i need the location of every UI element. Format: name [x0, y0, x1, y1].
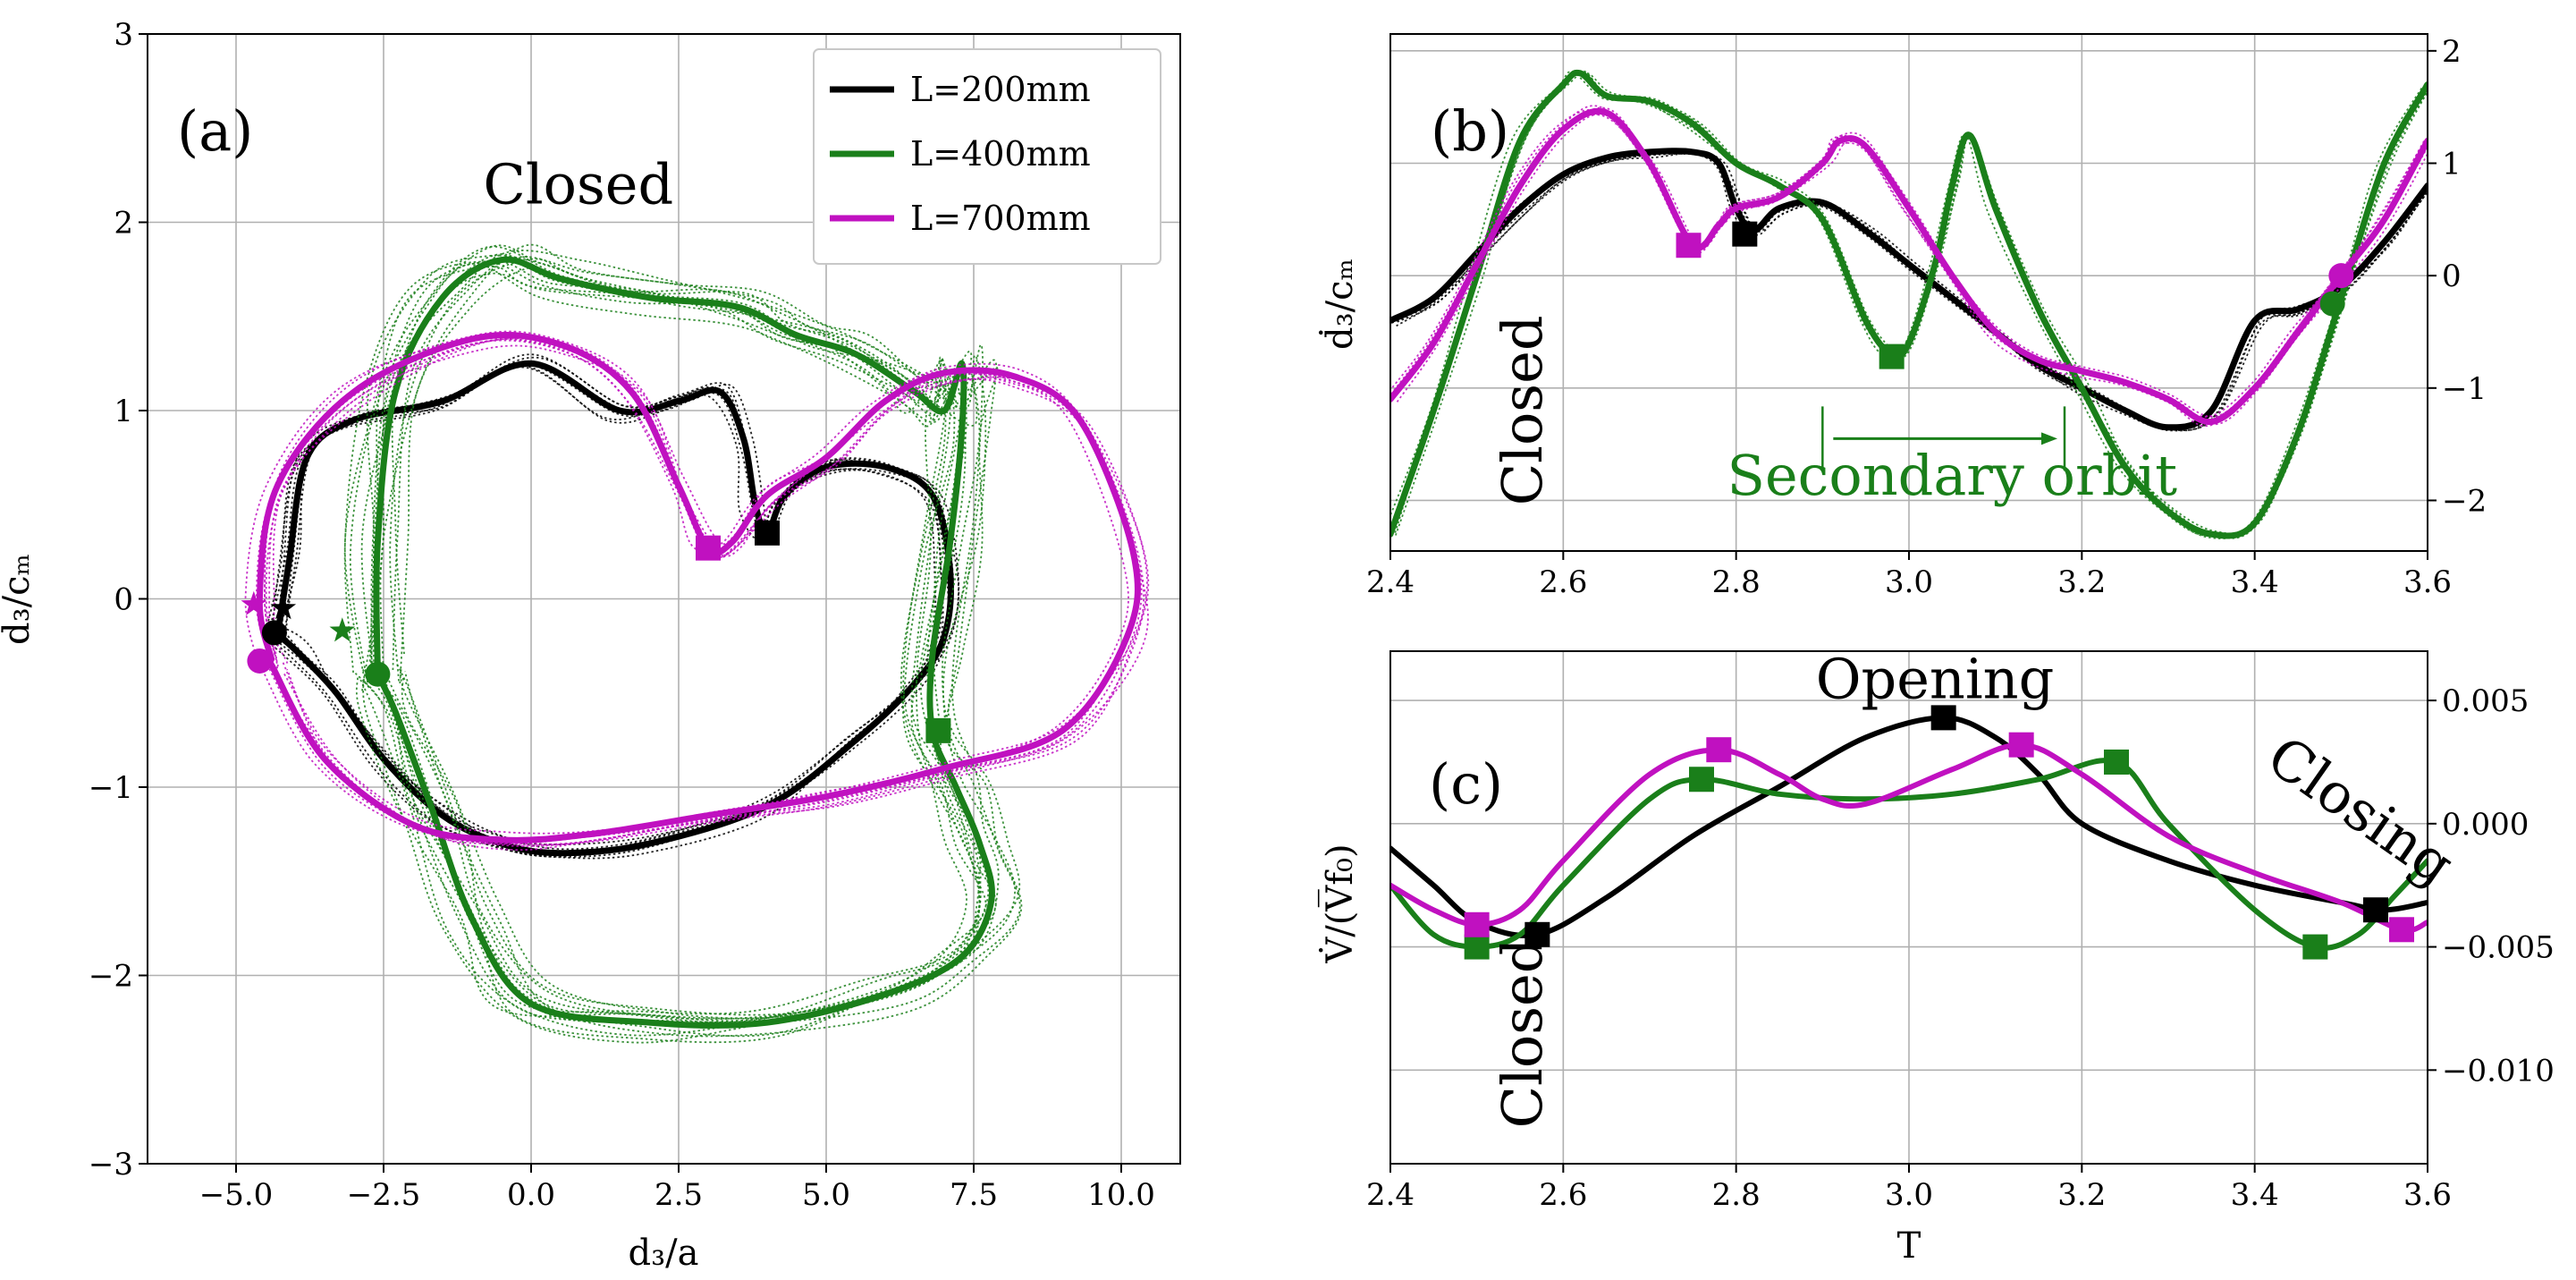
marker-square-magenta [1677, 233, 1702, 258]
legend-label-700: L=700mm [910, 199, 1091, 238]
marker-circle-green [2320, 292, 2345, 317]
annotation-closed-c: Closed [1490, 938, 1555, 1129]
marker-square-black [1732, 222, 1757, 247]
y-tick-label: 0.005 [2442, 683, 2529, 719]
y-tick-label: 2 [114, 206, 133, 242]
marker-square-black [755, 521, 780, 546]
x-tick-label: 2.8 [1712, 1177, 1761, 1213]
y-tick-label: 0 [114, 582, 133, 618]
realisation-line-green [351, 264, 980, 1043]
x-tick-label: 2.4 [1366, 564, 1415, 600]
marker-square-green [1465, 935, 1490, 960]
annotation-secondary-orbit: Secondary orbit [1727, 443, 2178, 508]
x-axis-label-a: d₃/a [629, 1233, 699, 1274]
marker-circle-magenta [2328, 263, 2353, 288]
y-tick-label: −1 [89, 770, 133, 806]
y-tick-label: 0 [2442, 259, 2462, 294]
x-axis-label-c: T [1897, 1225, 1921, 1267]
x-ticks-b: 2.4 2.6 2.8 3.0 3.2 3.4 3.6 [1366, 551, 2452, 600]
annotation-opening: Opening [1816, 646, 2055, 711]
marker-star-green [330, 617, 356, 641]
x-tick-label: 2.5 [655, 1177, 703, 1213]
x-tick-label: −5.0 [199, 1177, 274, 1213]
realisation-line-magenta [274, 345, 1148, 844]
x-tick-label: 5.0 [802, 1177, 850, 1213]
x-tick-label: 2.8 [1712, 564, 1761, 600]
marker-circle-green [365, 662, 390, 687]
marker-square-green [925, 718, 950, 743]
y-tick-label: 1 [114, 394, 133, 429]
y-ticks-b: −2 −1 0 1 2 [2428, 34, 2487, 520]
realisation-line-green [362, 247, 981, 1019]
series-lines-a [246, 245, 1149, 1043]
y-ticks-a: −3 −2 −1 0 1 2 3 [89, 17, 148, 1183]
x-tick-label: 3.0 [1885, 1177, 1933, 1213]
x-tick-label: 3.4 [2231, 564, 2279, 600]
y-tick-label: 1 [2442, 147, 2462, 182]
x-tick-label: 3.6 [2403, 564, 2452, 600]
y-tick-label: −1 [2442, 371, 2487, 407]
marker-square-green [2302, 935, 2327, 960]
marker-square-green [2104, 750, 2129, 775]
panel-b: 2.4 2.6 2.8 3.0 3.2 3.4 3.6 −2 −1 0 1 2 (b) Closed… [1319, 34, 2487, 600]
x-ticks-a: −5.0 −2.5 0.0 2.5 5.0 7.5 10.0 [199, 1164, 1155, 1213]
y-tick-label: −0.010 [2442, 1053, 2555, 1089]
y-tick-label: −2 [2442, 483, 2487, 519]
legend-label-400: L=400mm [910, 134, 1091, 174]
x-tick-label: −2.5 [347, 1177, 421, 1213]
legend-label-200: L=200mm [910, 70, 1091, 109]
x-tick-label: 0.0 [507, 1177, 555, 1213]
annotation-closing: Closing [2256, 723, 2466, 897]
panel-label-c: (c) [1429, 751, 1503, 817]
panel-label-a: (a) [177, 98, 253, 164]
x-tick-label: 3.2 [2057, 564, 2106, 600]
y-axis-label-a: ḋ₃/cₘ [0, 554, 38, 645]
realisation-line-green [381, 245, 1016, 1020]
realisation-line-black [261, 368, 935, 857]
x-tick-label: 2.6 [1539, 1177, 1587, 1213]
marker-circle-black [262, 620, 287, 645]
x-tick-label: 3.2 [2057, 1177, 2106, 1213]
realisation-line-green [393, 257, 1019, 1018]
x-tick-label: 3.0 [1885, 564, 1933, 600]
x-ticks-c: 2.4 2.6 2.8 3.0 3.2 3.4 3.6 [1366, 1164, 2452, 1213]
y-tick-label: −2 [89, 959, 133, 995]
x-tick-label: 10.0 [1087, 1177, 1155, 1213]
y-tick-label: −3 [89, 1147, 133, 1183]
x-tick-label: 3.6 [2403, 1177, 2452, 1213]
marker-square-black [2363, 897, 2388, 922]
y-ticks-c: −0.010 −0.005 0.000 0.005 [2428, 683, 2555, 1089]
marker-square-green [1689, 767, 1714, 792]
x-tick-label: 7.5 [950, 1177, 998, 1213]
x-tick-label: 3.4 [2231, 1177, 2279, 1213]
marker-square-magenta [2009, 733, 2034, 758]
annotation-closed-a: Closed [483, 152, 673, 217]
marker-square-magenta [696, 536, 721, 561]
marker-square-magenta [1465, 912, 1490, 937]
marker-square-green [1879, 344, 1905, 369]
y-tick-label: 2 [2442, 34, 2462, 70]
y-tick-label: 3 [114, 17, 133, 53]
panel-c: 2.4 2.6 2.8 3.0 3.2 3.4 3.6 −0.010 −0.005 0.000 0… [1319, 646, 2555, 1267]
marker-square-magenta [1706, 737, 1731, 762]
y-axis-label-c: V̇/(V̅f₀) [1319, 843, 1361, 963]
legend: L=200mm L=400mm L=700mm [814, 49, 1161, 264]
figure: −5.0 −2.5 0.0 2.5 5.0 7.5 10.0 −3−2−10123 (a) … [0, 0, 2576, 1280]
y-tick-label: −0.005 [2442, 930, 2555, 966]
annotation-closed-b: Closed [1490, 316, 1555, 506]
panel-label-b: (b) [1431, 98, 1509, 164]
marker-square-magenta [2389, 917, 2414, 942]
y-axis-label-b: ḋ₃/cₘ [1319, 259, 1361, 350]
x-tick-label: 2.6 [1539, 564, 1587, 600]
realisation-line-green [345, 267, 981, 1036]
x-tick-label: 2.4 [1366, 1177, 1415, 1213]
marker-circle-magenta [247, 648, 272, 674]
